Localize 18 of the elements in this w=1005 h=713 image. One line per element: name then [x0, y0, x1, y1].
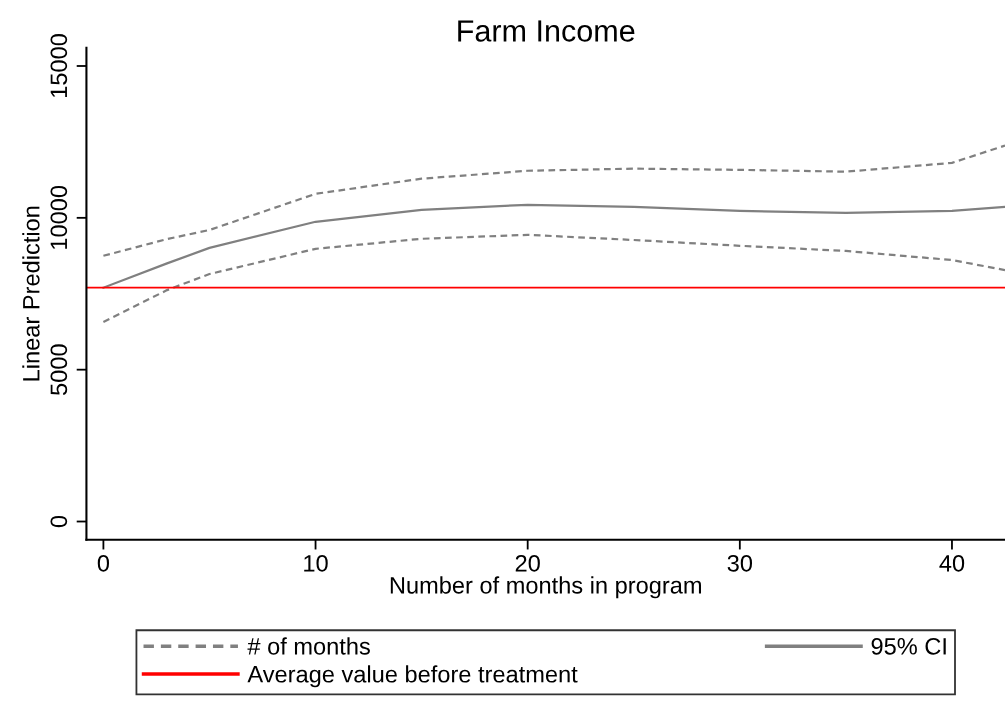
legend-label: Average value before treatment — [247, 665, 578, 688]
y-tick-label: 5000 — [50, 344, 68, 395]
y-tick-label: 0 — [50, 515, 68, 528]
chart-title: Farm Income — [458, 20, 635, 42]
line-series — [102, 144, 1005, 257]
y-axis-title: Linear Prediction — [22, 206, 40, 381]
x-tick-label: 20 — [515, 554, 540, 572]
y-tick-label: 10000 — [50, 185, 68, 249]
x-tick-label: 10 — [304, 554, 328, 572]
legend-label: # of months — [247, 637, 370, 655]
x-tick-label: 40 — [939, 554, 965, 572]
x-tick-label: 0 — [97, 554, 110, 572]
x-axis-title: Number of months in program — [390, 576, 701, 599]
line-series — [102, 203, 1005, 289]
line-series — [102, 233, 1005, 324]
legend-label: 95% CI — [871, 637, 946, 655]
x-tick-label: 30 — [727, 554, 753, 572]
y-tick-label: 15000 — [50, 34, 68, 98]
